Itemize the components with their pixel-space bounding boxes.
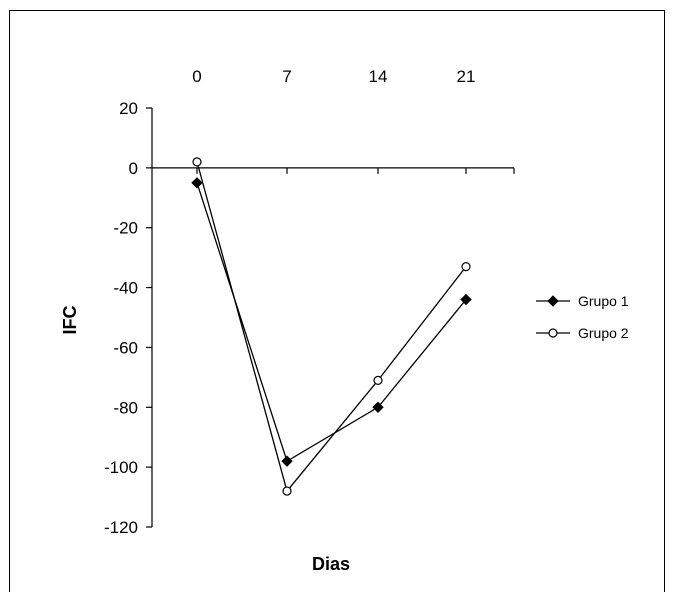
legend: Grupo 1 Grupo 2 — [536, 293, 629, 341]
x-tick-label: 7 — [282, 67, 291, 86]
legend-label: Grupo 2 — [578, 325, 629, 341]
series-layer — [191, 157, 472, 496]
y-tick-label: -60 — [113, 338, 138, 357]
legend-marker — [548, 328, 558, 338]
data-point — [460, 293, 472, 306]
x-axis-title: Dias — [312, 554, 350, 574]
series-2 — [192, 157, 471, 496]
legend-label: Grupo 1 — [578, 293, 629, 309]
y-tick-label: -40 — [113, 279, 138, 298]
data-point — [373, 375, 383, 385]
data-point — [461, 262, 471, 272]
legend-item: Grupo 1 — [536, 293, 629, 309]
y-tick-label: 0 — [129, 159, 138, 178]
x-axis-ticks: 0 7 14 21 — [192, 67, 515, 174]
data-point — [282, 486, 292, 496]
x-tick-label: 14 — [369, 67, 388, 86]
series-line — [196, 161, 467, 493]
data-point — [191, 177, 203, 189]
y-tick-label: -20 — [113, 219, 138, 238]
chart-frame — [9, 10, 665, 592]
legend-marker — [547, 295, 559, 307]
data-point — [281, 455, 293, 467]
y-axis-ticks: 20 0 -20 -40 -60 -80 -100 -120 — [104, 99, 152, 537]
series-line — [196, 182, 467, 463]
x-tick-label: 21 — [457, 67, 476, 86]
y-tick-label: -120 — [104, 518, 138, 537]
y-tick-label: -100 — [104, 458, 138, 477]
y-tick-label: -80 — [113, 398, 138, 417]
x-tick-label: 0 — [192, 67, 201, 86]
y-axis-title: IFC — [60, 306, 80, 335]
data-point — [372, 401, 384, 413]
data-point — [192, 157, 202, 167]
series-1 — [191, 177, 472, 467]
y-tick-label: 20 — [119, 99, 138, 118]
legend-item: Grupo 2 — [536, 325, 629, 341]
